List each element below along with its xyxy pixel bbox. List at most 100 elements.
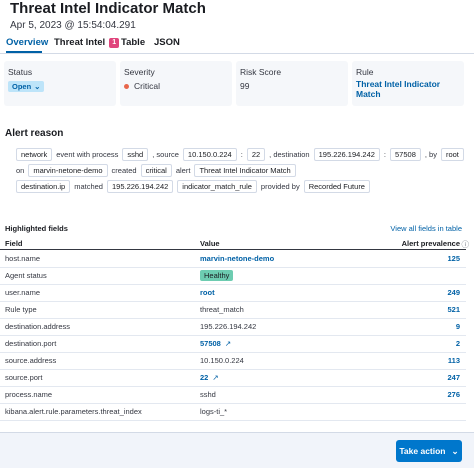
reason-badge: network: [16, 148, 53, 161]
take-action-button[interactable]: Take action ⌄: [396, 440, 462, 462]
field-name: kibana.alert.rule.parameters.threat_inde…: [5, 407, 142, 416]
rule-link[interactable]: Threat Intel Indicator Match: [356, 79, 441, 99]
footer: [0, 432, 474, 468]
reason-badge: destination.ip: [16, 180, 71, 193]
tab[interactable]: Table: [121, 37, 145, 48]
reason-text: , by: [424, 150, 437, 159]
value-text: sshd: [200, 390, 216, 399]
summary-label: Status: [8, 67, 33, 77]
section-title: Alert reason: [5, 128, 64, 139]
tab-label: Threat Intel: [54, 37, 106, 48]
tab-badge: 1: [109, 38, 120, 48]
summary-label: Severity: [124, 67, 155, 77]
reason-badge: Threat Intel Indicator Match: [194, 164, 296, 177]
prevalence-count[interactable]: 247: [447, 373, 460, 382]
reason-badge: critical: [140, 164, 172, 177]
field-name: source.port: [5, 373, 43, 382]
prevalence-count[interactable]: 276: [447, 390, 460, 399]
reason-badge: 57508: [390, 148, 421, 161]
severity-dot: [124, 84, 129, 89]
field-value: sshd: [200, 390, 216, 399]
section-title: Highlighted fields: [5, 224, 68, 233]
summary-box: Status Open ⌄: [4, 61, 116, 106]
summary-box: Rule Threat Intel Indicator Match: [352, 61, 464, 106]
reason-text: provided by: [260, 182, 300, 191]
value-link[interactable]: root: [200, 288, 215, 297]
status-badge[interactable]: Open ⌄: [8, 81, 45, 92]
field-row: kibana.alert.rule.parameters.threat_inde…: [0, 403, 466, 421]
reason-text: , destination: [269, 150, 310, 159]
timestamp: Apr 5, 2023 @ 15:54:04.291: [10, 20, 136, 31]
prevalence-count[interactable]: 113: [447, 356, 460, 365]
chevron: ⌄: [451, 445, 459, 456]
field-value: Healthy: [200, 270, 234, 281]
view-all-link[interactable]: View all fields in table: [390, 224, 462, 233]
reason-text: , source: [152, 150, 179, 159]
value-text: 10.150.0.224: [200, 356, 244, 365]
reason-text: created: [111, 166, 137, 175]
reason-badge: marvin-netone-demo: [28, 164, 108, 177]
reason-line: on marvin-netone-demo created critical alert…: [16, 164, 296, 177]
tab-label: Overview: [6, 37, 49, 48]
reason-text: alert: [175, 166, 191, 175]
field-value: 22 ↗: [200, 373, 219, 382]
tab[interactable]: JSON: [154, 37, 180, 48]
summary-box: Risk Score 99: [236, 61, 348, 106]
prevalence-count[interactable]: 249: [447, 288, 460, 297]
prevalence-count[interactable]: 521: [447, 305, 460, 314]
reason-text: :: [240, 150, 243, 159]
summary-value: 99: [240, 81, 249, 91]
field-value: logs-ti_*: [200, 407, 227, 416]
field-row: source.address 10.150.0.224 113: [0, 352, 466, 370]
tab-label: JSON: [154, 37, 180, 48]
summary-value: Critical: [124, 81, 160, 91]
field-name: user.name: [5, 288, 41, 297]
reason-text: :: [383, 150, 387, 159]
field-value: 57508 ↗: [200, 339, 231, 348]
info-icon: ⓘ: [461, 240, 470, 249]
button-label: Take action: [399, 446, 446, 456]
reason-badge: 195.226.194.242: [313, 148, 380, 161]
external-icon: ↗: [224, 339, 232, 348]
field-name: host.name: [5, 254, 41, 263]
field-value: root: [200, 288, 215, 297]
prevalence-count[interactable]: 125: [447, 254, 460, 263]
value-text: 195.226.194.242: [200, 322, 257, 331]
value-link[interactable]: marvin-netone-demo: [200, 254, 275, 263]
reason-badge: root: [440, 148, 464, 161]
header-divider: [0, 249, 466, 250]
value-link[interactable]: 57508: [200, 339, 221, 348]
summary-label: Risk Score: [240, 67, 282, 77]
health-badge: Healthy: [200, 270, 234, 281]
field-row: process.name sshd 276: [0, 386, 466, 404]
external-icon: ↗: [212, 373, 219, 382]
summary-value: Threat Intel Indicator Match: [356, 79, 456, 99]
column-header: Alert prevalence: [401, 239, 460, 248]
prevalence-count[interactable]: 2: [455, 339, 460, 348]
summary-value: Open ⌄: [8, 81, 45, 92]
tab-label: Table: [121, 37, 146, 48]
column-header: Value: [200, 239, 220, 248]
value-text: logs-ti_*: [200, 407, 228, 416]
field-name: destination.address: [5, 322, 71, 331]
reason-text: event with process: [56, 150, 119, 159]
value-text: threat_match: [200, 305, 244, 314]
field-row: source.port 22 ↗ 247: [0, 369, 466, 387]
field-value: 10.150.0.224: [200, 356, 244, 365]
field-row: destination.port 57508 ↗ 2: [0, 335, 466, 353]
reason-text: matched: [74, 182, 103, 191]
summary-text: 99: [240, 81, 250, 91]
tab[interactable]: Threat Intel 1: [54, 37, 120, 48]
status-text: Open: [12, 82, 32, 91]
field-name: destination.port: [5, 339, 57, 348]
column-header: Field: [5, 239, 23, 248]
field-row: Agent status Healthy: [0, 267, 466, 285]
tab[interactable]: Overview: [6, 37, 48, 48]
field-name: process.name: [5, 390, 53, 399]
value-link[interactable]: 22: [200, 373, 209, 382]
prevalence-count[interactable]: 9: [455, 322, 460, 331]
reason-text: on: [16, 166, 25, 175]
field-value: threat_match: [200, 305, 244, 314]
field-row: user.name root 249: [0, 284, 466, 302]
